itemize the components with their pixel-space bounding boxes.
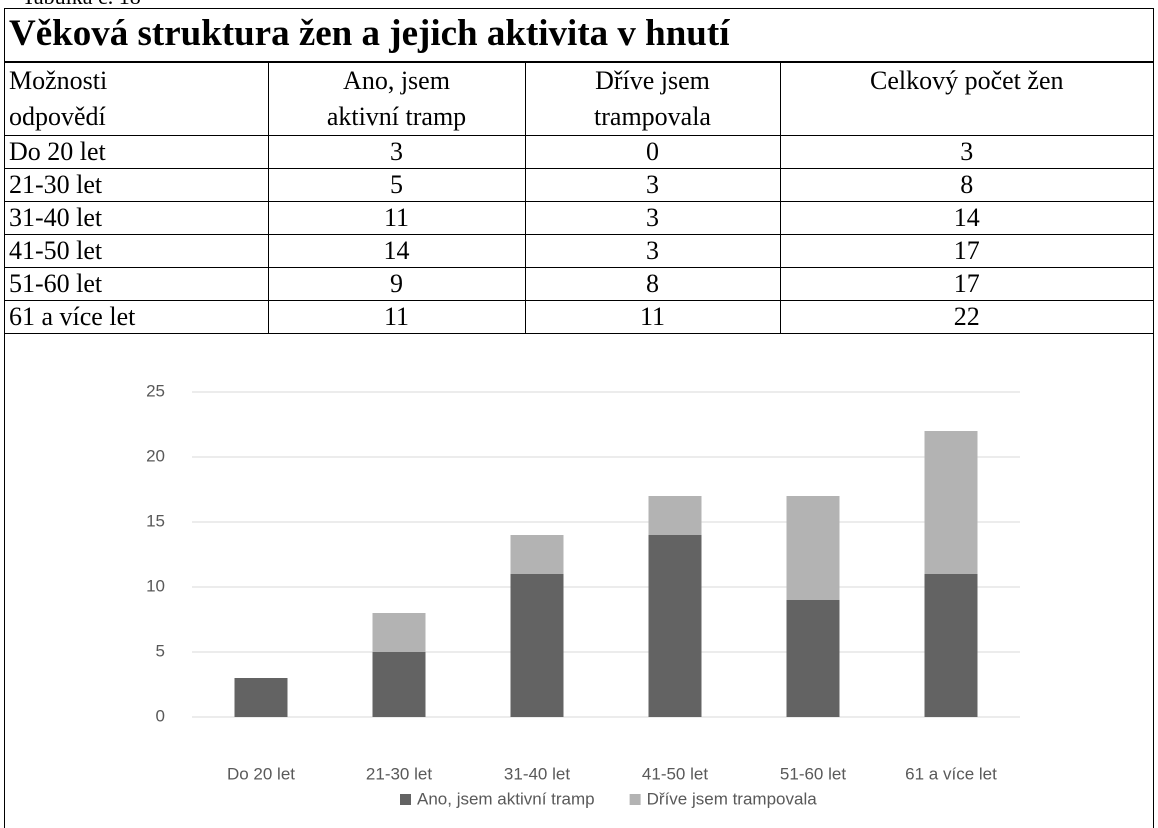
table-cell: 3 (524, 168, 781, 202)
table-cell: 3 (779, 135, 1153, 169)
table-cell: 5 (267, 168, 526, 202)
table-cell: Celkový počet žen (779, 62, 1153, 136)
table-cell: 17 (779, 267, 1153, 301)
bar-segment (648, 535, 702, 717)
bar-segment (510, 574, 564, 717)
table-cell: Možnosti odpovědí (5, 62, 269, 136)
table-title: Věková struktura žen a jejich aktivita v… (5, 9, 1153, 62)
table-cell: 9 (267, 267, 526, 301)
table-cell: 8 (524, 267, 781, 301)
table-cell: 17 (779, 234, 1153, 268)
bar-segment (510, 535, 564, 574)
x-tick-label: 21-30 let (366, 764, 432, 783)
table-row: 41-50 let 14 3 17 (5, 234, 1153, 268)
table-row: 51-60 let 9 8 17 (5, 267, 1153, 301)
x-tick-label: 31-40 let (504, 764, 570, 783)
chart: 0 5 10 15 20 25 Do 20 let 21-30 let 31-40 let 41-… (146, 381, 1020, 808)
table-row: 31-40 let 11 3 14 (5, 201, 1153, 235)
bar-segment (786, 496, 840, 600)
x-tick-label: 51-60 let (780, 764, 846, 783)
table-cell: 22 (779, 300, 1153, 334)
bar-segment (234, 678, 288, 717)
table-cell: 8 (779, 168, 1153, 202)
x-tick-label: 61 a více let (905, 764, 997, 783)
table-cell: Ano, jsem aktivní tramp (267, 62, 526, 136)
caption: Tabulka č. 18 (22, 0, 141, 10)
table-cell: 51-60 let (5, 267, 269, 301)
y-tick-label: 20 (146, 446, 165, 465)
legend-swatch (629, 794, 641, 805)
bar-segment (648, 496, 702, 535)
y-tick-label: 25 (146, 381, 165, 400)
y-tick-label: 5 (156, 641, 165, 660)
table-cell: 11 (267, 300, 526, 334)
legend-label: Ano, jsem aktivní tramp (417, 789, 595, 808)
table-cell: 11 (267, 201, 526, 235)
bar-segment (924, 431, 978, 574)
x-tick-label: Do 20 let (227, 764, 295, 783)
table-cell: 14 (267, 234, 526, 268)
table: Možnosti odpovědí Ano, jsem aktivní tramp… (5, 62, 1153, 334)
y-tick-label: 10 (146, 576, 165, 595)
table-cell: 41-50 let (5, 234, 269, 268)
table-cell: 0 (524, 135, 781, 169)
legend-swatch (400, 794, 411, 805)
table-cell: 31-40 let (5, 201, 269, 235)
table-cell: 3 (267, 135, 526, 169)
table-row: 21-30 let 5 3 8 (5, 168, 1153, 202)
x-tick-label: 41-50 let (642, 764, 708, 783)
y-tick-label: 15 (146, 511, 165, 530)
table-cell: 3 (524, 234, 781, 268)
table-cell: 14 (779, 201, 1153, 235)
table-cell: Dříve jsem trampovala (524, 62, 781, 136)
bar-segment (372, 613, 426, 652)
bar-segment (786, 600, 840, 717)
table-row: Do 20 let 3 0 3 (5, 135, 1153, 169)
table-cell: 61 a více let (5, 300, 269, 334)
table-cell: 11 (524, 300, 781, 334)
bar-segment (924, 574, 978, 717)
legend-label: Dříve jsem trampovala (647, 789, 818, 808)
table-cell: 3 (524, 201, 781, 235)
header-row: Možnosti odpovědí Ano, jsem aktivní tramp… (5, 62, 1153, 136)
bar-segment (372, 652, 426, 717)
table-row: 61 a více let 11 11 22 (5, 300, 1153, 334)
y-tick-label: 0 (156, 706, 165, 725)
table-box: Věková struktura žen a jejich aktivita v… (4, 8, 1154, 828)
table-cell: Do 20 let (5, 135, 269, 169)
table-cell: 21-30 let (5, 168, 269, 202)
